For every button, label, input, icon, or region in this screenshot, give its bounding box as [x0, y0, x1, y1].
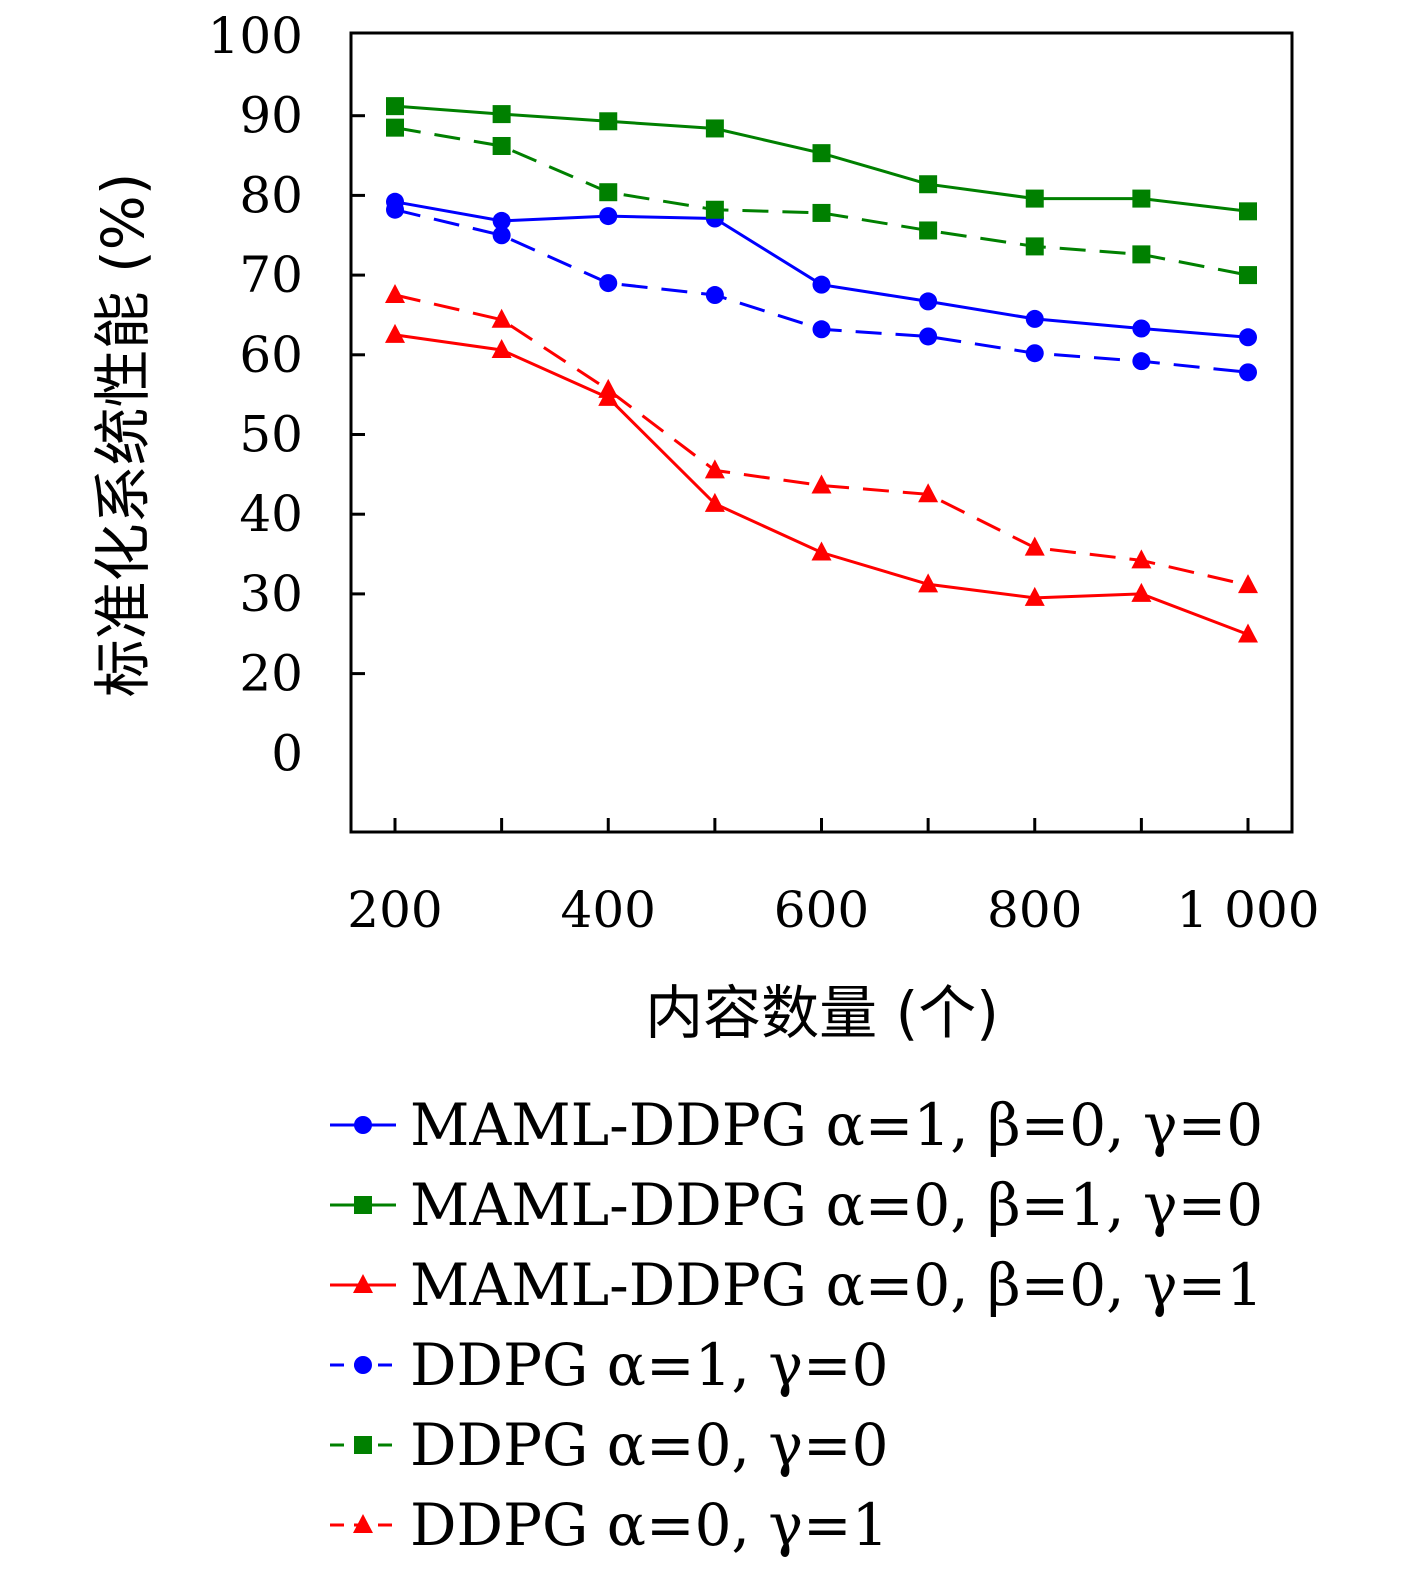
data-point: [1024, 586, 1045, 606]
data-point: [491, 339, 512, 359]
data-point: [811, 474, 832, 494]
data-point: [1239, 328, 1257, 347]
series-5: [386, 118, 1257, 285]
legend-label: DDPG α=1, γ=0: [410, 1331, 889, 1399]
data-point: [918, 573, 939, 593]
data-point: [1132, 319, 1151, 338]
y-tick-label: 20: [239, 645, 303, 703]
data-point: [1131, 549, 1152, 569]
series-layer: [385, 97, 1258, 643]
data-point: [599, 112, 618, 131]
legend-item: MAML-DDPG α=0, β=0, γ=1: [330, 1251, 1263, 1319]
data-point: [386, 200, 404, 219]
series-line: [394, 126, 1249, 277]
x-tick-label: 400: [561, 881, 656, 939]
y-tick-label: 50: [239, 406, 303, 464]
data-point: [1239, 202, 1257, 221]
data-point: [386, 97, 404, 116]
legend-label: DDPG α=0, γ=0: [410, 1411, 889, 1479]
legend-item: MAML-DDPG α=0, β=1, γ=0: [330, 1171, 1263, 1239]
data-point: [705, 119, 724, 138]
x-tick-label: 200: [347, 881, 442, 939]
legend-swatch-marker: [354, 1196, 372, 1214]
series-3: [385, 323, 1258, 643]
legend-label: MAML-DDPG α=1, β=0, γ=0: [410, 1091, 1263, 1159]
y-tick-label: 40: [239, 485, 303, 543]
data-point: [599, 274, 618, 293]
data-point: [919, 327, 938, 346]
x-tick-label: 800: [987, 881, 1082, 939]
data-point: [492, 211, 511, 230]
y-tick-label: 0: [271, 724, 303, 782]
data-point: [812, 203, 831, 222]
data-point: [919, 221, 938, 240]
data-point: [1132, 352, 1151, 371]
legend-swatch-marker: [354, 1436, 372, 1454]
data-point: [704, 459, 725, 479]
data-point: [1132, 245, 1151, 264]
legend-label: MAML-DDPG α=0, β=1, γ=0: [410, 1171, 1263, 1239]
x-tick-label: 600: [774, 881, 869, 939]
y-tick-label: 70: [239, 246, 303, 304]
series-6: [385, 284, 1258, 594]
data-point: [492, 105, 511, 124]
data-point: [1239, 363, 1257, 382]
legend-item: MAML-DDPG α=1, β=0, γ=0: [330, 1091, 1263, 1159]
data-point: [705, 200, 724, 219]
data-point: [491, 308, 512, 328]
series-line: [394, 293, 1249, 587]
y-tick-label: 60: [239, 326, 303, 384]
data-point: [385, 284, 405, 304]
data-point: [705, 286, 724, 305]
series-2: [386, 97, 1257, 221]
data-point: [598, 378, 619, 398]
x-axis-title: 内容数量 (个): [645, 979, 999, 1047]
data-point: [1025, 309, 1044, 328]
legend-item: DDPG α=0, γ=1: [330, 1491, 889, 1559]
data-point: [812, 144, 831, 163]
data-point: [811, 541, 832, 561]
data-point: [812, 320, 831, 339]
y-tick-label: 80: [239, 166, 303, 224]
data-point: [919, 292, 938, 311]
data-point: [919, 175, 938, 194]
y-axis-title: 标准化系统性能 (%): [89, 173, 157, 698]
data-point: [386, 118, 404, 137]
legend-swatch-marker: [354, 1356, 372, 1374]
y-tick-label: 100: [208, 7, 303, 65]
data-point: [1132, 189, 1151, 208]
data-point: [1024, 536, 1045, 556]
data-point: [918, 483, 939, 503]
data-point: [1239, 266, 1257, 285]
data-point: [599, 183, 618, 202]
data-point: [385, 323, 405, 343]
legend-item: DDPG α=1, γ=0: [330, 1331, 889, 1399]
data-point: [1025, 189, 1044, 208]
legend-item: DDPG α=0, γ=0: [330, 1411, 889, 1479]
data-point: [1131, 582, 1152, 602]
legend: MAML-DDPG α=1, β=0, γ=0 MAML-DDPG α=0, β=…: [330, 1091, 1263, 1559]
legend-label: DDPG α=0, γ=1: [410, 1491, 889, 1559]
y-tick-label: 90: [239, 87, 303, 145]
legend-swatch-marker: [353, 1274, 373, 1293]
legend-label: MAML-DDPG α=0, β=0, γ=1: [410, 1251, 1263, 1319]
legend-swatch-marker: [354, 1116, 372, 1134]
data-point: [1238, 574, 1258, 594]
legend-swatch-marker: [353, 1514, 373, 1533]
x-tick-label: 1 000: [1176, 881, 1319, 939]
series-4: [386, 200, 1257, 382]
data-point: [492, 136, 511, 155]
data-point: [1025, 237, 1044, 256]
data-point: [492, 226, 511, 245]
data-point: [599, 207, 618, 226]
data-point: [812, 275, 831, 294]
data-point: [1238, 623, 1258, 643]
y-tick-label: 30: [239, 565, 303, 623]
data-point: [704, 492, 725, 512]
series-line: [394, 200, 1249, 339]
data-point: [1025, 344, 1044, 363]
